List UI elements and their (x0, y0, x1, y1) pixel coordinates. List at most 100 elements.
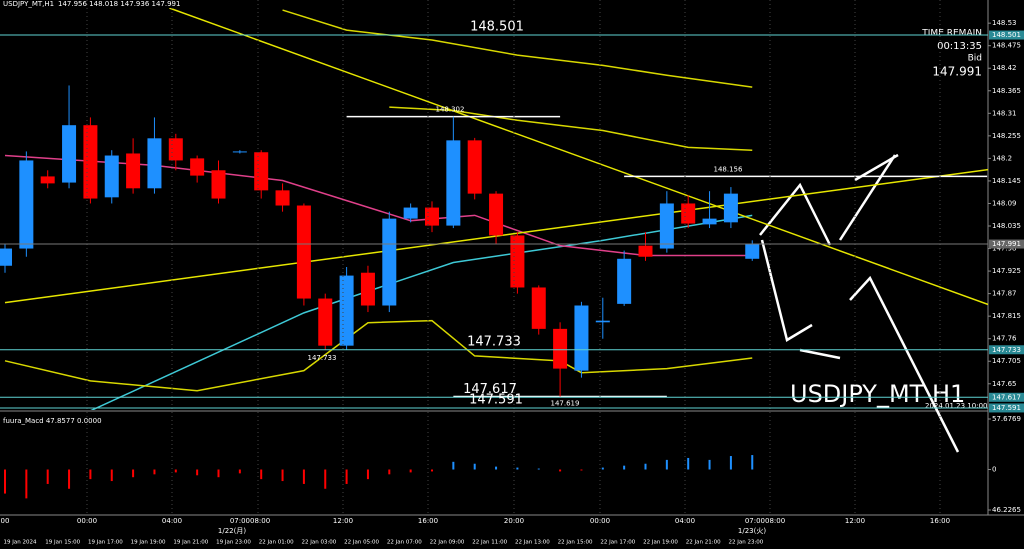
y-tick-label: 147.925 (992, 267, 1021, 275)
level-label: 147.591 (469, 392, 523, 407)
level-tag-label: 147.733 (992, 346, 1021, 354)
macd-bar (516, 467, 519, 470)
macd-bar (324, 469, 327, 489)
candle-body (232, 151, 247, 153)
y-tick-label: 148.09 (992, 199, 1017, 207)
macd-tick-label: 57.6769 (992, 415, 1021, 423)
candle-body (40, 176, 55, 184)
level-tag (989, 392, 1024, 402)
macd-bar (473, 463, 476, 470)
level-label: 147.617 (463, 382, 517, 397)
macd-bar (25, 469, 28, 499)
y-tick-label: 147.705 (992, 357, 1021, 365)
candle-body (190, 158, 205, 176)
level-label: 148.501 (470, 20, 524, 35)
macd-bar (601, 467, 604, 470)
candle-body (382, 218, 397, 306)
candle-body (745, 244, 760, 259)
x-tick-label: 19 Jan 23:00 (216, 540, 251, 546)
time-label: 00:00 (590, 517, 610, 525)
time-label: 07:0008:00 (230, 517, 270, 525)
y-tick-label: 148.2 (992, 154, 1012, 162)
indicator-line (389, 106, 753, 151)
forecast-arrows (759, 153, 960, 453)
macd-bar (495, 466, 498, 470)
indicator-line (282, 9, 753, 88)
ohlc: 147.956 148.018 147.936 147.991 (58, 0, 180, 8)
x-tick-label: 19 Jan 17:00 (88, 540, 123, 546)
macd-bar (623, 465, 626, 470)
x-tick-label: 22 Jan 23:00 (728, 540, 763, 546)
time-label: 12:00 (333, 517, 353, 525)
candle-body (467, 140, 482, 194)
x-tick-label: 22 Jan 19:00 (643, 540, 678, 546)
macd-tick-label: 46.2265 (992, 506, 1021, 514)
level-tag (989, 403, 1024, 413)
x-tick-label: 22 Jan 21:00 (686, 540, 721, 546)
macd-bar (409, 469, 412, 473)
macd-bar (559, 469, 562, 472)
y-tick-label: 148.365 (992, 87, 1021, 95)
level-tag-label: 148.501 (992, 31, 1021, 39)
candle-body (425, 207, 439, 226)
day-label: 1/23(火) (738, 527, 766, 535)
y-tick-label: 148.42 (992, 64, 1017, 72)
time-label: 07:0008:00 (745, 517, 785, 525)
macd-bar (238, 469, 241, 474)
candle-body (617, 258, 632, 304)
macd-bar (729, 456, 732, 470)
day-label: 1/22(月) (218, 527, 246, 535)
macd-bar (196, 469, 199, 476)
candle-body (275, 190, 290, 206)
x-tick-label: 19 Jan 2024 (4, 540, 37, 546)
info: 00:13:35 (937, 41, 982, 52)
time-label: 16:00 (418, 517, 438, 525)
candle-body (510, 235, 525, 288)
candle-body (0, 248, 12, 266)
indicator-line (4, 319, 753, 392)
macd-bar (665, 459, 668, 470)
candle-body (531, 287, 546, 329)
candle-body (446, 140, 461, 226)
y-tick-label: 148.53 (992, 19, 1017, 27)
macd-bar (687, 457, 690, 470)
macd-bar (751, 455, 754, 470)
candle-body (104, 155, 119, 198)
marker-label: 148.156 (714, 165, 743, 173)
x-tick-label: 22 Jan 07:00 (387, 540, 422, 546)
candle-body (168, 138, 183, 161)
y-tick-label: 148.475 (992, 42, 1021, 50)
indicator-line (90, 214, 753, 410)
macd-bar (580, 469, 583, 471)
candle-body (638, 245, 653, 257)
y-tick-label: 148.255 (992, 132, 1021, 140)
watermark-time: 2024.01.23 10:00 (925, 402, 987, 410)
candle-body (574, 305, 589, 371)
x-tick-label: 22 Jan 15:00 (558, 540, 593, 546)
y-tick-label: 147.65 (992, 380, 1017, 388)
level-tag (989, 345, 1024, 355)
macd-bar (644, 463, 647, 470)
x-tick-label: 22 Jan 05:00 (344, 540, 379, 546)
macd-bar (708, 459, 711, 470)
macd-bar (4, 469, 6, 494)
macd-bar (110, 469, 113, 482)
candle-body (19, 160, 34, 249)
candle-body (62, 125, 77, 183)
x-tick-label: 19 Jan 21:00 (173, 540, 208, 546)
bid: 147.991 (932, 65, 982, 79)
indicator-line (4, 168, 988, 304)
candle-body (211, 170, 226, 199)
y-tick-label: 147.98 (992, 245, 1017, 253)
candle-body (489, 193, 504, 236)
macd-bar (174, 469, 177, 473)
candle-body (403, 207, 418, 219)
time-label: 20:00 (504, 517, 524, 525)
info: Bid (968, 54, 982, 64)
level-tag (989, 30, 1024, 40)
candle-body (83, 125, 98, 199)
time-label: 04:00 (675, 517, 695, 525)
macd-bar (452, 461, 455, 470)
candle-body (553, 328, 568, 369)
symbol: USDJPY_MT,H1 (3, 0, 54, 8)
